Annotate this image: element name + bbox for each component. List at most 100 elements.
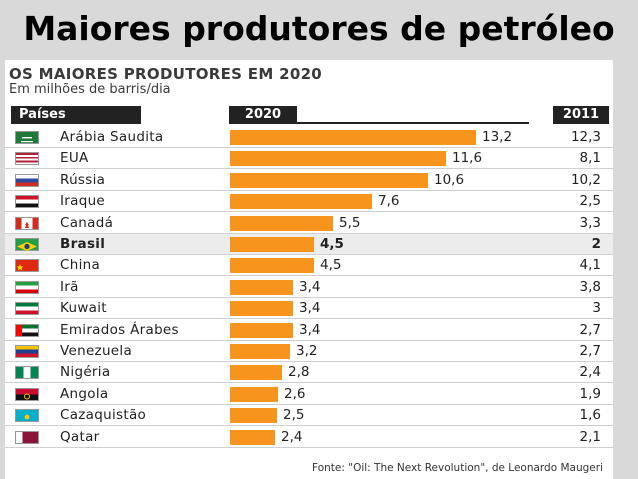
table-row-ira: Irã 3,4 3,8	[5, 277, 613, 298]
value-label-2011: 3,8	[579, 278, 601, 295]
value-label-2020: 4,5	[320, 236, 344, 252]
bar-2020-canada	[230, 215, 333, 231]
table-row-russia: Rússia 10,6 10,2	[5, 170, 613, 191]
flag-canada-icon	[15, 216, 39, 230]
value-label-2020: 3,4	[299, 300, 321, 317]
bar-2020-qatar	[230, 429, 275, 445]
bar-2020-arabia-saudita	[230, 130, 476, 145]
country-label: Angola	[60, 385, 109, 402]
flag-angola-icon	[15, 387, 39, 401]
bar-2020-russia	[230, 172, 428, 188]
table-row-qatar: Qatar 2,4 2,1	[5, 427, 613, 448]
value-label-2011: 2,4	[579, 364, 601, 381]
flag-kuwait-icon	[15, 302, 39, 316]
bar-2020-nigeria	[230, 365, 282, 381]
value-label-2020: 2,4	[281, 428, 303, 445]
value-label-2011: 3	[592, 300, 601, 317]
flag-eua-icon	[15, 152, 39, 166]
value-label-2020: 10,6	[434, 171, 465, 188]
country-label: Brasil	[60, 236, 106, 252]
flag-ira-icon	[15, 280, 39, 294]
country-label: Qatar	[60, 428, 100, 445]
flag-arabia-saudita-icon	[15, 131, 39, 144]
value-label-2011: 12,3	[570, 129, 601, 145]
country-label: Rússia	[60, 171, 106, 188]
table-row-emirados-arabes: Emirados Árabes 3,4 2,7	[5, 320, 613, 341]
flag-russia-icon	[15, 173, 39, 187]
table-row-eua: EUA 11,6 8,1	[5, 148, 613, 170]
table-row-iraque: Iraque 7,6 2,5	[5, 191, 613, 213]
table-row-china: China 4,5 4,1	[5, 255, 613, 277]
value-label-2011: 3,3	[579, 214, 601, 231]
chart-panel: OS MAIORES PRODUTORES EM 2020 Em milhões…	[5, 60, 613, 479]
table-row-angola: Angola 2,6 1,9	[5, 384, 613, 405]
value-label-2011: 8,1	[579, 150, 601, 167]
chart-title: OS MAIORES PRODUTORES EM 2020	[9, 65, 323, 83]
bar-2020-brasil	[230, 237, 314, 252]
bar-2020-kuwait	[230, 301, 293, 317]
value-label-2020: 3,2	[296, 343, 318, 359]
bar-2020-ira	[230, 279, 293, 295]
value-label-2020: 3,4	[299, 321, 321, 338]
header-2011: 2011	[553, 106, 609, 123]
header-countries: Países	[11, 106, 141, 123]
table-row-arabia-saudita: Arábia Saudita 13,2 12,3	[5, 127, 613, 148]
flag-qatar-icon	[15, 430, 39, 444]
chart-subtitle: Em milhões de barris/dia	[9, 82, 171, 97]
country-label: Irã	[60, 278, 79, 295]
value-label-2011: 2,7	[579, 343, 601, 359]
flag-china-icon	[15, 259, 39, 273]
flag-iraque-icon	[15, 195, 39, 209]
bar-2020-eua	[230, 151, 446, 167]
bar-2020-venezuela	[230, 344, 290, 359]
value-label-2011: 2,7	[579, 321, 601, 338]
value-label-2011: 1,9	[579, 385, 601, 402]
country-label: Arábia Saudita	[60, 129, 164, 145]
value-label-2011: 10,2	[570, 171, 601, 188]
flag-cazaquistao-icon	[15, 409, 39, 423]
value-label-2011: 1,6	[579, 407, 601, 424]
country-label: Venezuela	[60, 343, 133, 359]
flag-emirados-arabes-icon	[15, 323, 39, 337]
value-label-2020: 2,6	[284, 385, 306, 402]
country-label: Kuwait	[60, 300, 107, 317]
bar-2020-china	[230, 258, 314, 274]
value-label-2011: 2	[591, 236, 601, 252]
country-label: Canadá	[60, 214, 114, 231]
value-label-2011: 2,5	[579, 193, 601, 210]
table-row-cazaquistao: Cazaquistão 2,5 1,6	[5, 405, 613, 427]
value-label-2020: 4,5	[320, 257, 342, 274]
country-label: Iraque	[60, 193, 106, 210]
value-label-2020: 5,5	[339, 214, 361, 231]
country-label: EUA	[60, 150, 89, 167]
header-2011-rule	[553, 122, 609, 124]
value-label-2020: 7,6	[378, 193, 400, 210]
country-label: Nigéria	[60, 364, 111, 381]
value-label-2020: 13,2	[482, 129, 513, 145]
value-label-2020: 3,4	[299, 278, 321, 295]
bar-2020-emirados-arabes	[230, 322, 293, 338]
value-label-2020: 2,8	[288, 364, 310, 381]
header-2020-rule	[229, 122, 529, 124]
flag-nigeria-icon	[15, 366, 39, 380]
header-countries-rule	[11, 122, 141, 124]
value-label-2011: 4,1	[579, 257, 601, 274]
value-label-2020: 11,6	[452, 150, 483, 167]
slide-title: Maiores produtores de petróleo	[23, 9, 615, 48]
country-label: Emirados Árabes	[60, 321, 179, 338]
value-label-2020: 2,5	[283, 407, 305, 424]
header-2020: 2020	[229, 106, 297, 123]
table-row-kuwait: Kuwait 3,4 3	[5, 298, 613, 320]
value-label-2011: 2,1	[579, 428, 601, 445]
table-row-canada: Canadá 5,5 3,3	[5, 213, 613, 234]
bar-2020-angola	[230, 386, 278, 402]
flag-venezuela-icon	[15, 345, 39, 358]
bar-2020-iraque	[230, 194, 372, 210]
country-label: China	[60, 257, 101, 274]
source-note: Fonte: "Oil: The Next Revolution", de Le…	[312, 462, 603, 474]
table-row-nigeria: Nigéria 2,8 2,4	[5, 362, 613, 384]
table-row-brasil: Brasil 4,5 2	[5, 234, 613, 255]
flag-brasil-icon	[15, 238, 39, 251]
bar-2020-cazaquistao	[230, 408, 277, 424]
table-row-venezuela: Venezuela 3,2 2,7	[5, 341, 613, 362]
